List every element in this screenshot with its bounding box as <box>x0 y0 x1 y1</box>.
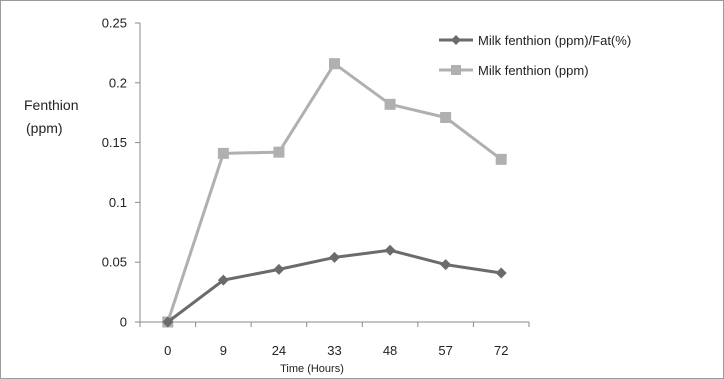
legend-label: Milk fenthion (ppm)/Fat(%) <box>478 33 631 48</box>
legend-item-series-2: Milk fenthion (ppm) <box>439 63 589 78</box>
y-tick-label: 0.25 <box>102 16 127 31</box>
y-axis-label-line-2: (ppm) <box>26 120 63 136</box>
y-tick-label: 0 <box>120 315 127 330</box>
series-layer <box>162 58 507 328</box>
y-tick-label: 0.05 <box>102 255 127 270</box>
data-point-diamond <box>162 316 174 328</box>
series-1 <box>162 244 507 328</box>
data-point-square <box>217 147 229 159</box>
y-tick-label: 0.1 <box>109 195 127 210</box>
y-tick-label: 0.2 <box>109 75 127 90</box>
data-point-diamond <box>384 244 396 256</box>
data-point-square <box>329 58 340 70</box>
data-point-square <box>384 98 396 110</box>
x-tick-label: 48 <box>383 343 397 358</box>
legend-label: Milk fenthion (ppm) <box>478 63 589 78</box>
y-tick-group: 0 0.05 0.1 0.15 0.2 0.25 <box>102 16 140 330</box>
y-axis-label-line-1: Fenthion <box>24 97 78 113</box>
data-point-square <box>440 111 452 123</box>
x-tick-label: 33 <box>327 343 341 358</box>
y-tick-label: 0.15 <box>102 135 127 150</box>
data-point-diamond <box>217 274 229 286</box>
x-tick-label: 24 <box>272 343 286 358</box>
x-tick-label: 57 <box>438 343 452 358</box>
data-point-diamond <box>440 259 452 271</box>
x-tick-label: 9 <box>220 343 227 358</box>
legend: Milk fenthion (ppm)/Fat(%) Milk fenthion… <box>439 33 631 78</box>
legend-square-marker <box>451 65 461 75</box>
legend-diamond-marker <box>451 35 461 45</box>
data-point-diamond <box>495 267 507 279</box>
x-axis-label: Time (Hours) <box>280 363 344 375</box>
data-point-square <box>273 146 285 158</box>
x-tick-label: 72 <box>494 343 508 358</box>
x-tick-group: 0 9 24 33 48 57 72 <box>139 322 530 358</box>
data-point-diamond <box>273 263 285 275</box>
data-point-square <box>495 153 507 165</box>
legend-item-series-1: Milk fenthion (ppm)/Fat(%) <box>439 33 631 48</box>
chart-axes <box>139 23 529 323</box>
data-point-diamond <box>329 251 340 263</box>
x-tick-label: 0 <box>164 343 171 358</box>
